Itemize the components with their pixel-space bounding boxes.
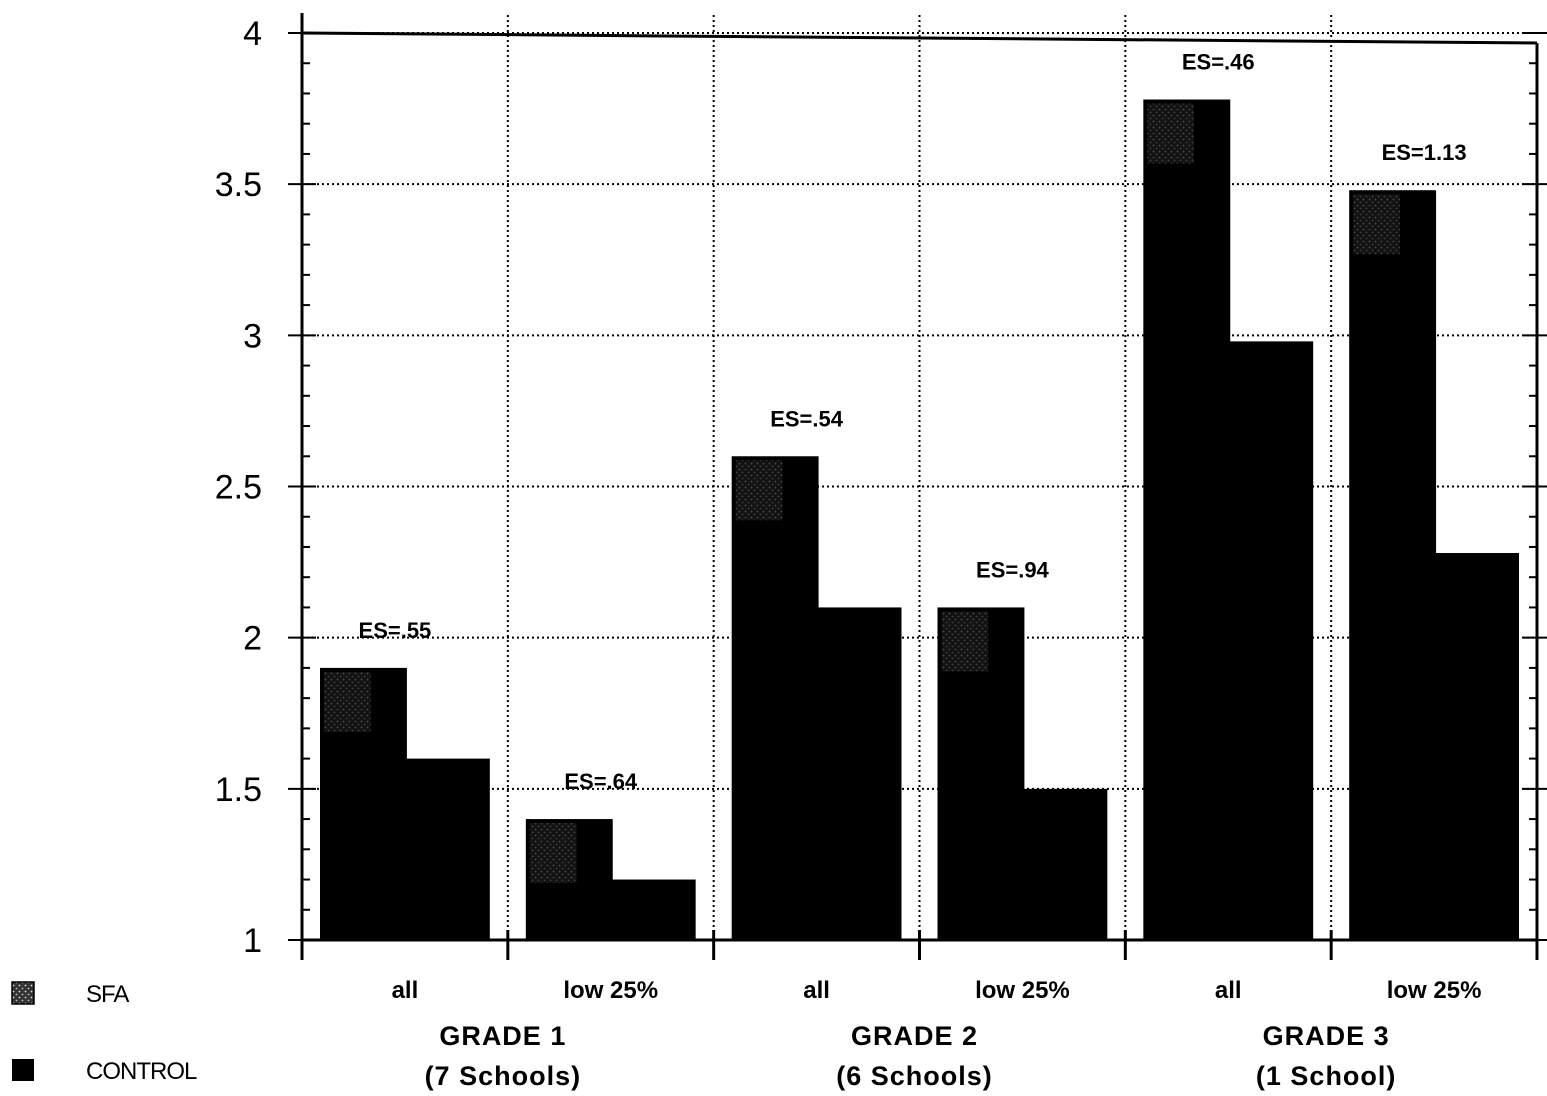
bar-control (816, 607, 902, 940)
axes (288, 13, 1547, 960)
y-tick-label: 3 (243, 317, 262, 355)
legend-label: SFA (86, 981, 129, 1008)
dotted-square-icon (11, 981, 35, 1005)
bar-control (1022, 788, 1108, 940)
bar-control (610, 879, 696, 940)
group-label-line1: GRADE 2 (851, 1021, 978, 1051)
effect-size-label: ES=.54 (770, 406, 844, 431)
effect-size-label: ES=.46 (1182, 50, 1255, 75)
legend-label: CONTROL (86, 1058, 197, 1085)
y-tick-label: 4 (243, 15, 262, 53)
y-tick-label: 3.5 (215, 166, 262, 204)
effect-size-label: ES=1.13 (1382, 140, 1467, 165)
bar-control (1434, 553, 1519, 940)
bar-sfa (1143, 99, 1231, 941)
bars (320, 99, 1519, 941)
grid-lines (302, 15, 1537, 940)
y-tick-label: 2 (243, 620, 262, 658)
bar-sfa (1349, 190, 1437, 941)
category-label: all (1215, 977, 1242, 1004)
bar-sfa-texture (735, 460, 783, 521)
bar-control (404, 758, 490, 940)
y-tick-label: 2.5 (215, 469, 262, 507)
group-label-line2: (1 School) (1256, 1061, 1397, 1091)
labels: 1 1.5 2 2.5 3 3.5 4 ES=.55 all ES=.64 low 25% ES=.5… (215, 15, 1482, 1091)
group-label-line1: GRADE 3 (1263, 1021, 1390, 1051)
group-label-line2: (6 Schools) (836, 1061, 993, 1091)
group-label-line2: (7 Schools) (425, 1061, 582, 1091)
top-frame (301, 31, 1538, 45)
bar-sfa (731, 456, 819, 940)
effect-size-label: ES=.94 (976, 557, 1050, 582)
bar-sfa-texture (1353, 194, 1400, 255)
category-label: low 25% (975, 977, 1070, 1004)
y-tick-label: 1 (243, 922, 262, 960)
effect-size-label: ES=.64 (564, 769, 638, 794)
category-label: low 25% (563, 977, 658, 1004)
bar-sfa-texture (529, 823, 577, 884)
legend: SFA CONTROL (11, 981, 198, 1085)
group-label-line1: GRADE 1 (439, 1021, 566, 1051)
bar-control (1228, 341, 1314, 940)
bar-sfa-texture (941, 611, 989, 672)
category-label: low 25% (1387, 977, 1482, 1004)
y-tick-label: 1.5 (215, 771, 262, 809)
category-label: all (803, 977, 830, 1004)
category-label: all (392, 977, 419, 1004)
bar-sfa-texture (1147, 103, 1195, 164)
solid-square-icon (12, 1059, 34, 1081)
effect-size-label: ES=.55 (359, 618, 432, 643)
bar-sfa-texture (324, 671, 371, 732)
